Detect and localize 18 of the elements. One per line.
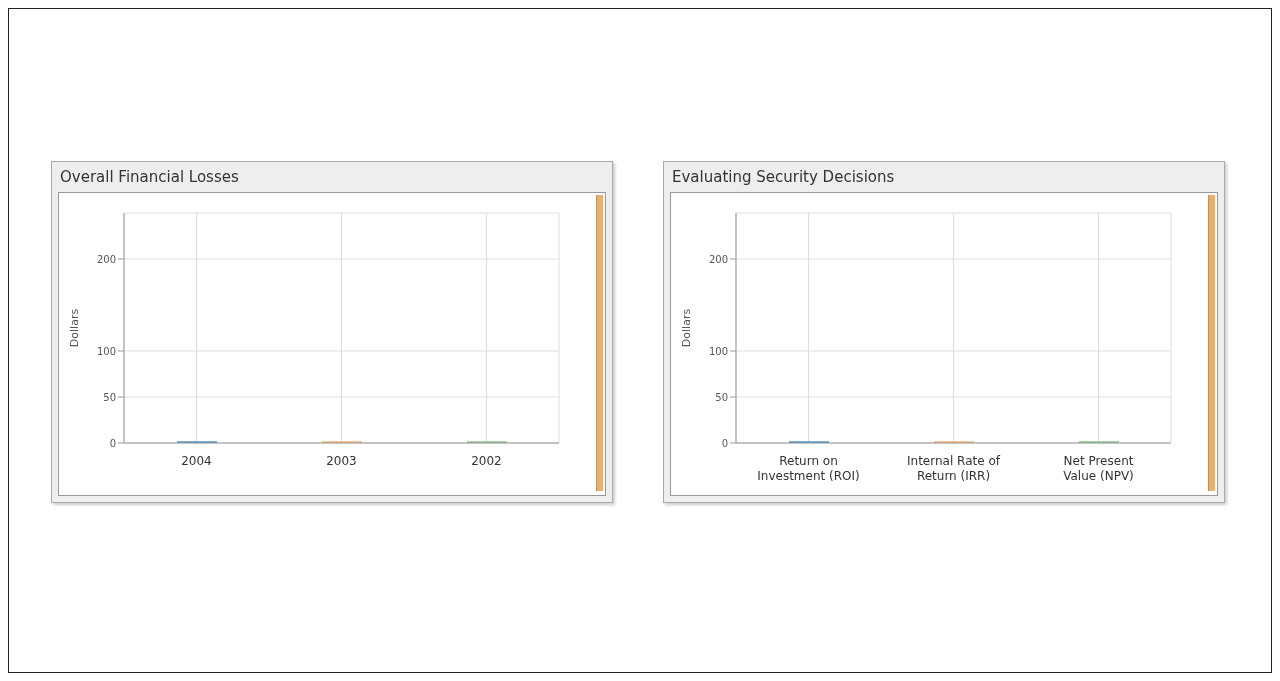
y-axis-title: Dollars (679, 308, 693, 348)
chart-title: Evaluating Security Decisions (671, 167, 896, 188)
x-tick-label: Return on Investment (ROI) (757, 454, 860, 483)
y-tick-label: 50 (103, 391, 116, 403)
chart-title: Overall Financial Losses (59, 167, 240, 188)
y-axis-title: Dollars (67, 308, 81, 348)
y-tick-label: 100 (708, 345, 728, 357)
y-tick-label: 200 (96, 253, 116, 265)
x-tick-label: 2003 (326, 454, 357, 468)
x-tick-label: 2004 (181, 454, 212, 468)
y-tick-label: 100 (96, 345, 116, 357)
x-tick-label: Net Present Value (NPV) (1063, 454, 1134, 483)
y-tick-label: 0 (109, 437, 116, 449)
y-tick-label: 50 (715, 391, 728, 403)
x-tick-label: 2002 (471, 454, 502, 468)
y-tick-label: 200 (708, 253, 728, 265)
y-tick-label: 0 (721, 437, 728, 449)
x-tick-label: Internal Rate of Return (IRR) (907, 454, 1001, 483)
